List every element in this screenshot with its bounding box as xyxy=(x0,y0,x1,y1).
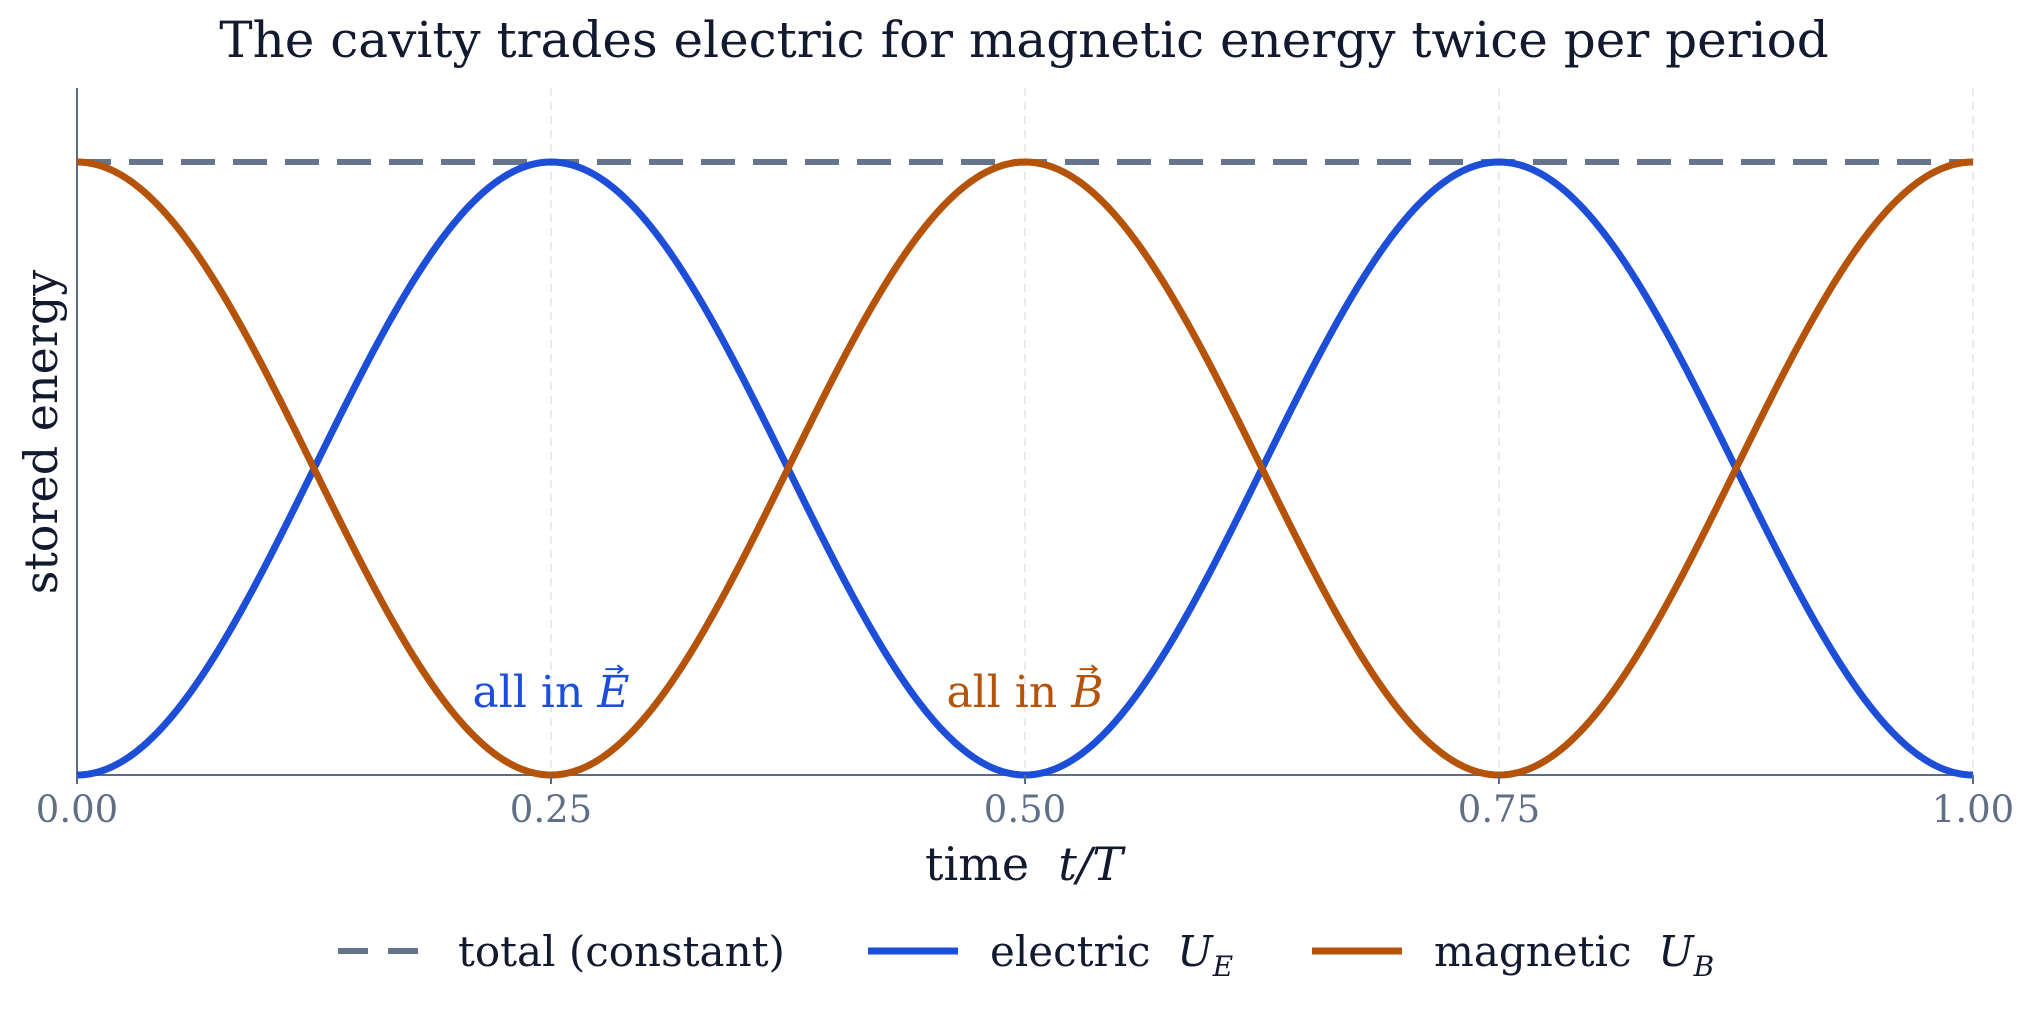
y-axis-label: stored energy xyxy=(14,270,68,595)
x-tick-label: 0.00 xyxy=(36,788,118,831)
x-tick-label: 1.00 xyxy=(1932,788,2014,831)
vector-arrow-icon xyxy=(605,664,625,674)
x-ticks: 0.00 0.25 0.50 0.75 1.00 xyxy=(36,775,2014,831)
legend-label: magnetic UB xyxy=(1434,927,1714,983)
x-axis-label: time t/T xyxy=(925,837,1126,891)
annotation-all-in-b: all in B xyxy=(946,667,1103,718)
x-tick-label: 0.25 xyxy=(510,788,592,831)
vector-arrow-icon xyxy=(1079,664,1099,674)
annotations: all in E all in B xyxy=(473,664,1104,718)
legend-label: electric UE xyxy=(990,927,1233,983)
x-tick-label: 0.75 xyxy=(1458,788,1540,831)
axis-labels: time t/T stored energy xyxy=(14,270,1126,891)
annotation-all-in-e: all in E xyxy=(473,667,630,718)
legend-label: total (constant) xyxy=(458,927,785,976)
chart-title: The cavity trades electric for magnetic … xyxy=(219,11,1829,69)
x-tick-label: 0.50 xyxy=(984,788,1066,831)
legend: total (constant) electric UE magnetic UB xyxy=(338,927,1714,983)
series-line-magnetic xyxy=(76,158,1974,779)
